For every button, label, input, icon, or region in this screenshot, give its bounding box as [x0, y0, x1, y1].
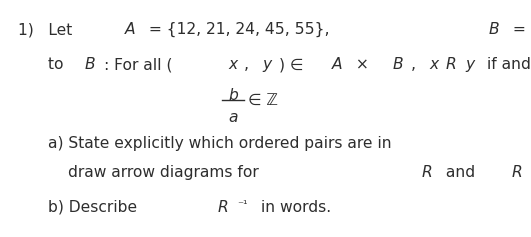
Text: R: R [422, 165, 433, 180]
Text: in words.: in words. [256, 200, 331, 215]
Text: and: and [441, 165, 480, 180]
Text: B: B [85, 57, 96, 72]
Text: A: A [125, 22, 135, 37]
Text: to: to [48, 57, 68, 72]
Text: B: B [392, 57, 402, 72]
Text: ,: , [244, 57, 254, 72]
Text: draw arrow diagrams for: draw arrow diagrams for [68, 165, 263, 180]
Text: ∈ ℤ: ∈ ℤ [248, 92, 278, 108]
Text: b: b [228, 88, 238, 103]
Text: ) ∈: ) ∈ [279, 57, 308, 72]
Text: ,: , [412, 57, 421, 72]
Text: A: A [332, 57, 342, 72]
Text: ⁻¹: ⁻¹ [237, 200, 248, 210]
Text: R: R [218, 200, 229, 215]
Text: B: B [489, 22, 499, 37]
Text: y: y [465, 57, 474, 72]
Text: R: R [446, 57, 457, 72]
Text: x: x [429, 57, 438, 72]
Text: y: y [262, 57, 271, 72]
Text: = {3, 4, 5} and: = {3, 4, 5} and [508, 22, 531, 37]
Text: : For all (: : For all ( [104, 57, 173, 72]
Text: R: R [512, 165, 523, 180]
Text: ×: × [351, 57, 374, 72]
Text: b) Describe: b) Describe [48, 200, 142, 215]
Text: a) State explicitly which ordered pairs are in: a) State explicitly which ordered pairs … [48, 136, 397, 151]
Text: if and only if: if and only if [482, 57, 531, 72]
Text: = {12, 21, 24, 45, 55},: = {12, 21, 24, 45, 55}, [144, 22, 335, 37]
Text: x: x [228, 57, 237, 72]
Text: 1)   Let: 1) Let [18, 22, 77, 37]
Text: a: a [228, 110, 238, 125]
